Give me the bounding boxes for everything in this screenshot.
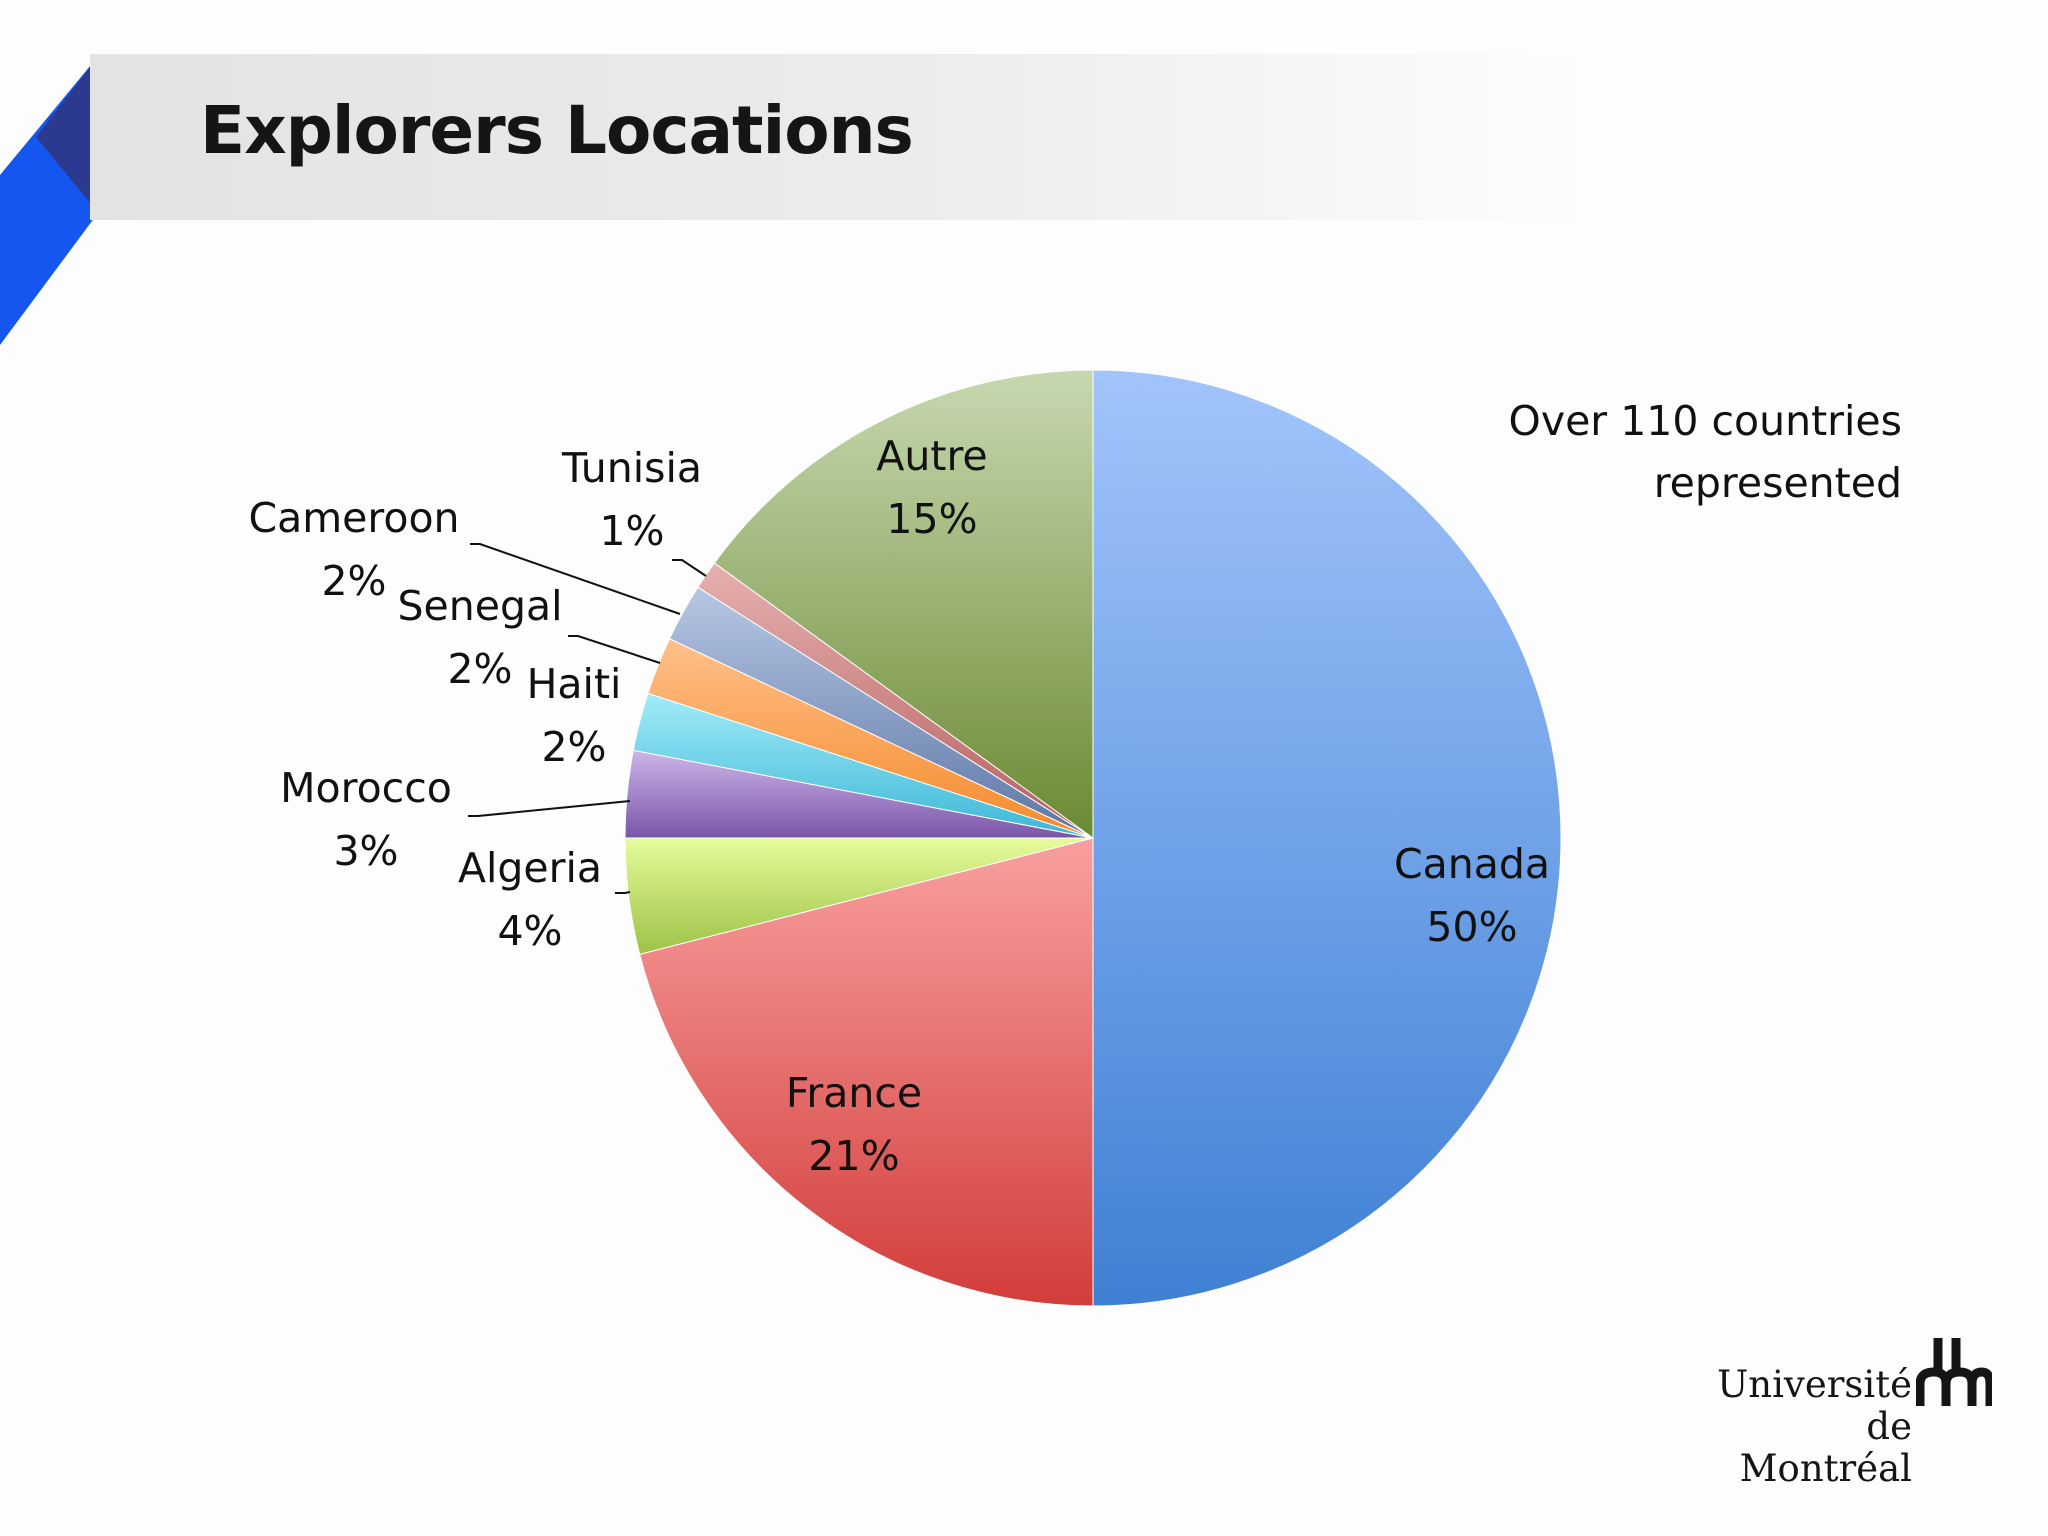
slice-label-france: France	[786, 1069, 922, 1117]
slice-value-morocco: 3%	[333, 827, 398, 875]
slice-value-tunisia: 1%	[599, 507, 664, 555]
logo-line-2: de Montréal	[1739, 1405, 1912, 1490]
slice-value-senegal: 2%	[447, 645, 512, 693]
slice-value-france: 21%	[808, 1132, 899, 1180]
leader-line-morocco	[468, 800, 631, 817]
slice-label-canada: Canada	[1394, 840, 1550, 888]
slice-label-tunisia: Tunisia	[561, 444, 702, 492]
leader-line-tunisia	[672, 559, 707, 577]
slice-label-morocco: Morocco	[280, 764, 452, 812]
slice-value-canada: 50%	[1426, 903, 1517, 951]
slice-value-autre: 15%	[886, 495, 977, 543]
udem-logo-mark-icon	[1916, 1338, 1992, 1406]
university-logo: Université de Montréal	[1692, 1338, 1992, 1490]
pie-slice-canada	[1092, 369, 1562, 1307]
logo-line-1: Université	[1717, 1363, 1912, 1406]
note-line-1: Over 110 countries	[1508, 397, 1902, 445]
slice-label-senegal: Senegal	[397, 582, 562, 630]
slice-label-haiti: Haiti	[527, 660, 622, 708]
pie-slice-france	[639, 837, 1094, 1307]
title-bar	[90, 54, 1590, 220]
slice-label-autre: Autre	[876, 432, 987, 480]
page-title: Explorers Locations	[200, 92, 914, 169]
pie-slice-autre	[713, 369, 1094, 839]
leader-line-cameroon	[470, 543, 681, 615]
slice-label-algeria: Algeria	[458, 844, 602, 892]
slice-value-cameroon: 2%	[321, 557, 386, 605]
slice-value-algeria: 4%	[497, 907, 562, 955]
note-line-2: represented	[1653, 459, 1902, 507]
countries-note: Over 110 countries represented	[1509, 390, 1902, 514]
slice-label-cameroon: Cameroon	[248, 494, 459, 542]
slice-value-haiti: 2%	[541, 723, 606, 771]
leader-line-senegal	[568, 635, 661, 664]
leader-line-algeria	[615, 891, 631, 894]
